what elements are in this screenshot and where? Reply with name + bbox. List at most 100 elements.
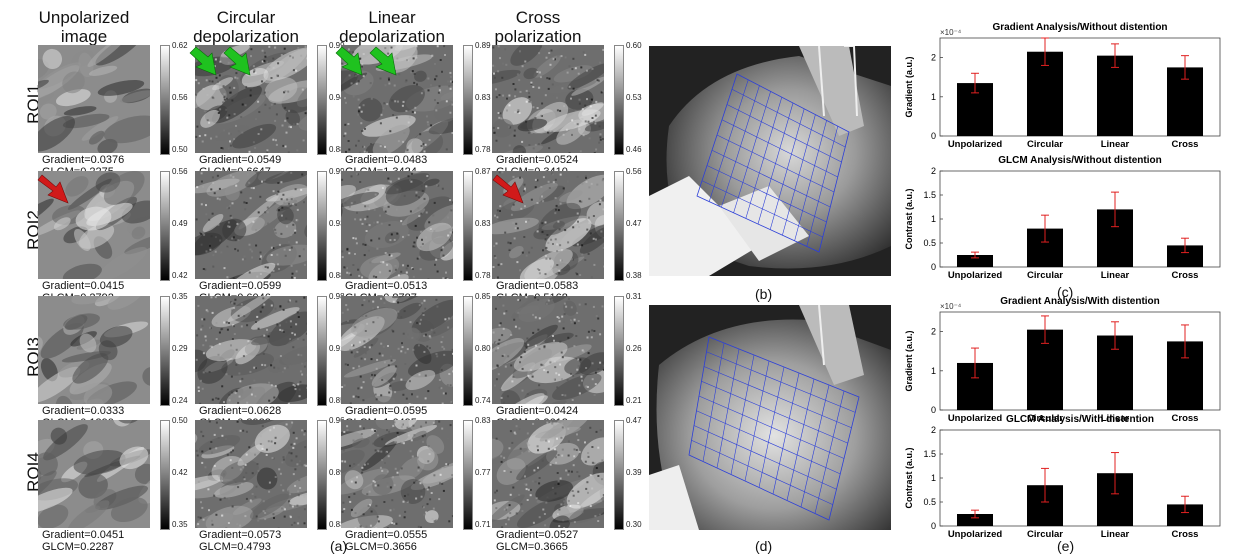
colorbar [317,296,327,406]
column-header-unpolarized: Unpolarized image [38,8,130,46]
colorbar-tick-label: 0.62 [172,41,188,50]
colorbar-tick-label: 0.24 [172,396,188,405]
y-tick-label: 1.5 [923,190,936,200]
y-tick-label: 1 [931,214,936,224]
colorbar-tick-label: 0.60 [626,41,642,50]
x-tick-label: Unpolarized [948,270,1003,281]
colorbar-tick-label: 0.46 [626,145,642,154]
green-arrows-linear [335,46,397,76]
y-axis-label: Gradient (a.u.) [904,330,914,391]
y-tick-label: 1 [931,473,936,483]
colorbar-tick-label: 0.78 [475,145,491,154]
panel-label-d: (d) [755,538,773,554]
colorbar-tick-label: 0.94 [329,93,345,102]
colorbar-tick-label: 0.91 [329,344,345,353]
bar-chart-glcm-with-distention: GLCM Analysis/With distention Contrast (a… [900,414,1230,542]
colorbar [463,420,473,530]
roi-image-tile [341,296,453,404]
bladder-photo-without-distention [649,46,891,276]
y-axis-exponent: ×10⁻⁴ [940,28,962,37]
colorbar [463,171,473,281]
colorbar-tick-label: 0.83 [475,416,491,425]
bar-chart-glcm-without-distention: GLCM Analysis/Without distention Contrast… [900,155,1230,283]
colorbar-tick-label: 0.30 [626,520,642,529]
y-tick-label: 0 [931,131,936,141]
roi-image-tile [341,45,453,153]
panel-label-e: (e) [1057,538,1075,554]
gradient-value: Gradient=0.0483 [345,154,428,166]
colorbar-tick-label: 0.85 [329,396,345,405]
bar-chart-gradient-with-distention: Gradient Analysis/With distention Gradien… [900,296,1230,426]
colorbar-tick-label: 0.29 [172,344,188,353]
bladder-photo-with-distention [649,305,891,530]
y-axis-label: Gradient (a.u.) [904,56,914,117]
y-tick-label: 1.5 [923,449,936,459]
roi-image-tile [38,420,150,528]
colorbar-tick-label: 0.99 [329,41,345,50]
column-header-linear: Linear depolarization [339,8,445,46]
y-axis-label: Contrast (a.u.) [904,188,914,249]
y-tick-label: 2 [931,425,936,435]
glcm-value: GLCM=0.3656 [345,541,417,553]
bar [957,514,993,526]
colorbar-tick-label: 0.89 [329,468,345,477]
roi-image-tile [492,420,604,528]
x-tick-label: Circular [1027,529,1063,540]
colorbar [317,171,327,281]
roi-image-tile [341,171,453,279]
y-axis-exponent: ×10⁻⁴ [940,302,962,311]
colorbar-tick-label: 0.96 [329,416,345,425]
gradient-value: Gradient=0.0513 [345,280,428,292]
y-tick-label: 2 [931,166,936,176]
colorbar-tick-label: 0.26 [626,344,642,353]
colorbar-tick-label: 0.35 [172,292,188,301]
y-tick-label: 0 [931,262,936,272]
x-tick-label: Cross [1172,270,1199,281]
colorbar-tick-label: 0.47 [626,219,642,228]
y-tick-label: 0 [931,405,936,415]
y-tick-label: 1 [931,92,936,102]
colorbar-tick-label: 0.31 [626,292,642,301]
colorbar-tick-label: 0.56 [172,167,188,176]
x-tick-label: Unpolarized [948,139,1003,150]
gradient-value: Gradient=0.0424 [496,405,579,417]
roi-image-tile [492,45,604,153]
gradient-value: Gradient=0.0599 [199,280,282,292]
colorbar [317,420,327,530]
glcm-value: GLCM=0.3665 [496,541,568,553]
colorbar [317,45,327,155]
colorbar [160,420,170,530]
colorbar-tick-label: 0.99 [329,167,345,176]
colorbar [614,420,624,530]
colorbar-tick-label: 0.83 [475,93,491,102]
panel-label-c: (c) [1057,284,1074,300]
colorbar [160,171,170,281]
bar [1097,55,1133,136]
colorbar-tick-label: 0.85 [475,292,491,301]
roi-image-tile [38,45,150,153]
colorbar-tick-label: 0.87 [475,167,491,176]
chart-title: GLCM Analysis/Without distention [998,155,1161,166]
x-tick-label: Linear [1101,139,1130,150]
bar-chart-gradient-without-distention: Gradient Analysis/Without distention Grad… [900,22,1230,152]
glcm-value: GLCM=0.4793 [199,541,271,553]
gradient-value: Gradient=0.0451 [42,529,125,541]
colorbar-tick-label: 0.47 [626,416,642,425]
y-tick-label: 2 [931,327,936,337]
gradient-value: Gradient=0.0573 [199,529,282,541]
arrow-icon [492,174,524,204]
colorbar-tick-label: 0.53 [626,93,642,102]
gradient-value: Gradient=0.0555 [345,529,428,541]
x-tick-label: Unpolarized [948,413,1003,424]
colorbar-tick-label: 0.88 [329,145,345,154]
bar [957,255,993,267]
x-tick-label: Linear [1101,413,1130,424]
gradient-value: Gradient=0.0524 [496,154,579,166]
colorbar-tick-label: 0.38 [626,271,642,280]
panel-label-b: (b) [755,286,773,302]
colorbar-tick-label: 0.89 [475,41,491,50]
colorbar-tick-label: 0.83 [475,219,491,228]
colorbar-tick-label: 0.50 [172,145,188,154]
colorbar-tick-label: 0.35 [172,520,188,529]
colorbar-tick-label: 0.42 [172,468,188,477]
